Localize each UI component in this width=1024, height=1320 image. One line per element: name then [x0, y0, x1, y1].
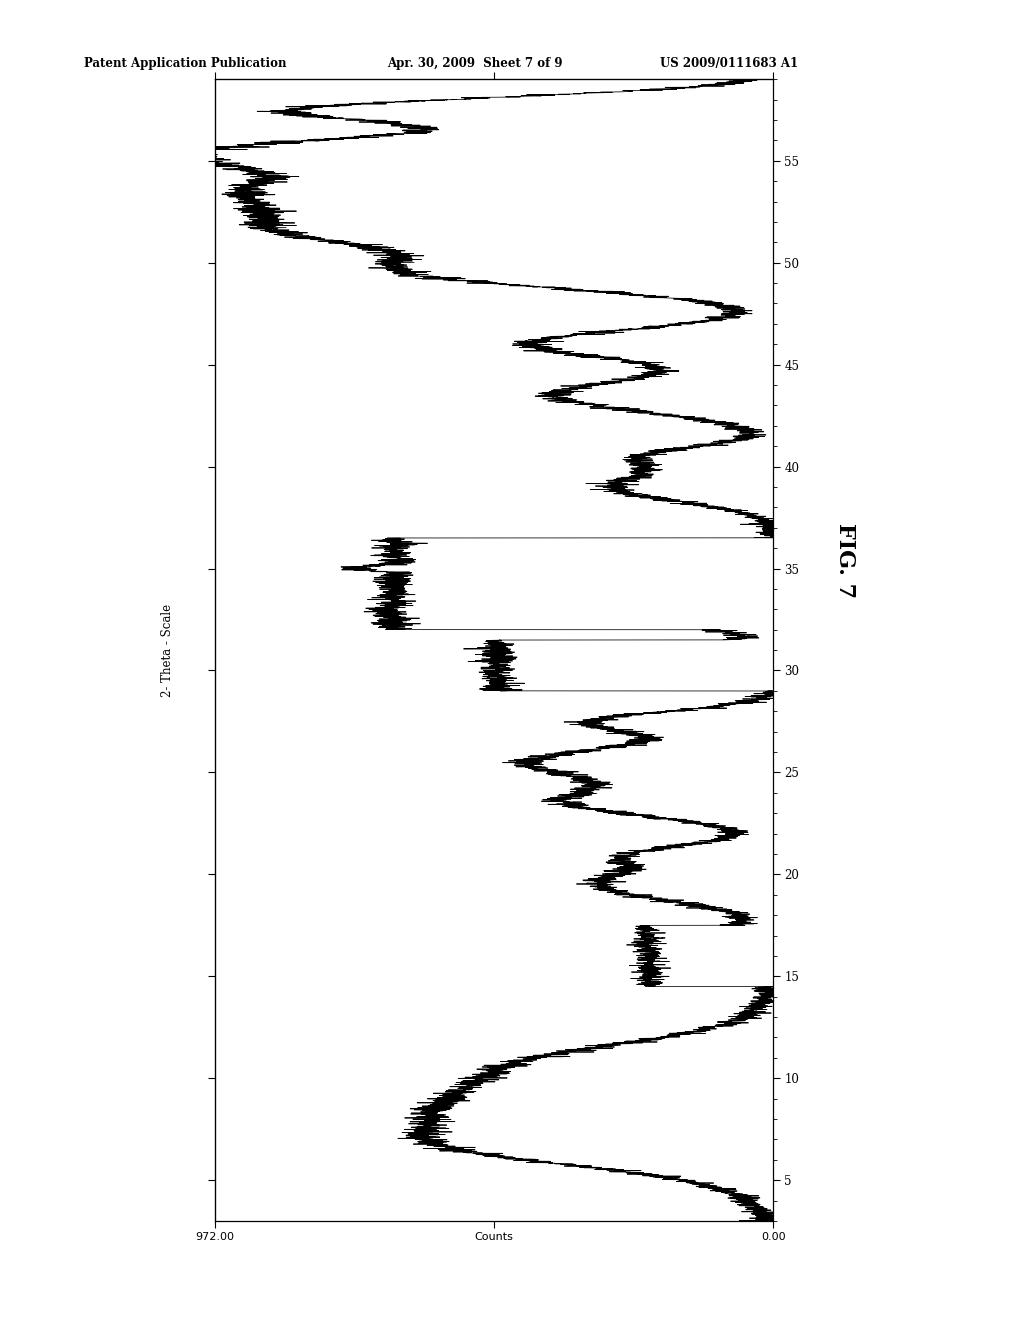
Text: 2- Theta - Scale: 2- Theta - Scale — [161, 603, 174, 697]
Text: US 2009/0111683 A1: US 2009/0111683 A1 — [660, 57, 799, 70]
Text: Patent Application Publication: Patent Application Publication — [84, 57, 287, 70]
Text: Apr. 30, 2009  Sheet 7 of 9: Apr. 30, 2009 Sheet 7 of 9 — [387, 57, 562, 70]
Text: FIG. 7: FIG. 7 — [834, 524, 856, 598]
